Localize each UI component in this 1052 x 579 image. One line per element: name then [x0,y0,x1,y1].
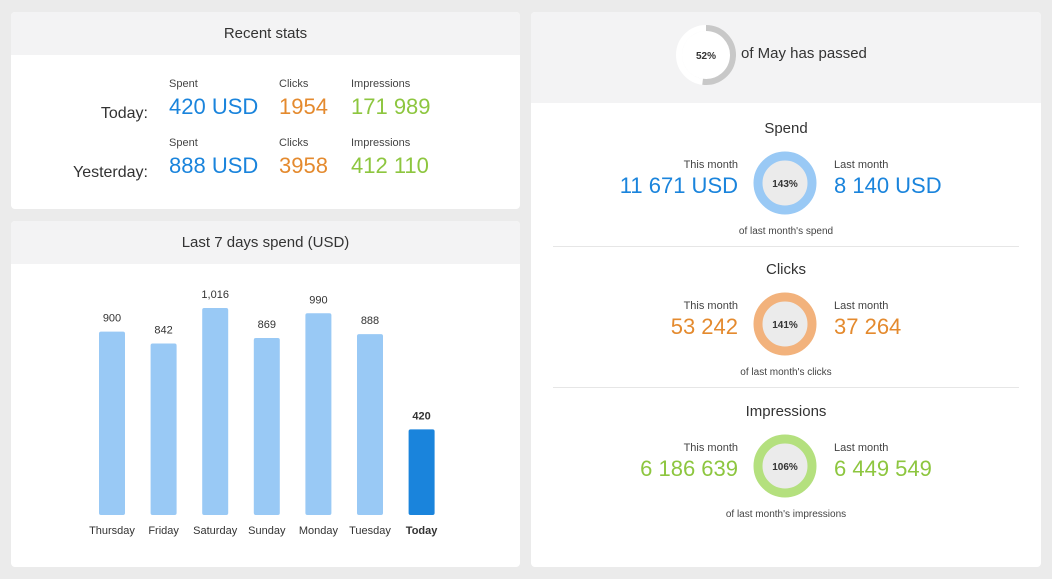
yesterday-clicks-caption: Clicks [279,137,309,149]
impressions-last-month-caption: Last month [834,442,889,454]
today-impressions-value: 171 989 [351,94,431,119]
category-label: Saturday [193,525,238,537]
yesterday-spent-value: 888 USD [169,153,259,178]
month-progress-text: of May has passed [741,45,867,62]
today-spent-value: 420 USD [169,94,259,119]
yesterday-label: Yesterday: [72,164,148,181]
bar-monday [305,313,332,515]
recent-stats-title: Recent stats [11,12,520,55]
clicks-section: Clicks This month 53 242 Last month 37 2… [531,261,1041,389]
spend-this-month-caption: This month [683,159,738,171]
yesterday-clicks: Clicks 3958 [279,136,328,180]
bar-today [408,429,435,515]
impressions-ratio-donut: 106% [753,434,817,498]
bar-value-label: 869 [258,319,276,331]
category-label: Monday [299,525,339,537]
clicks-title: Clicks [766,261,806,278]
impressions-ratio-percent: 106% [772,462,798,473]
bar-value-label: 420 [412,410,430,422]
bar-sunday [253,337,280,515]
month-progress-header: 52% of May has passed [531,12,1041,103]
bar-saturday [202,308,229,515]
bar-value-label: 900 [103,313,121,325]
yesterday-impressions: Impressions 412 110 [351,136,429,180]
today-clicks-caption: Clicks [279,78,309,90]
bar-value-label: 990 [309,294,327,306]
impressions-last-month-value: 6 449 549 [834,456,932,481]
category-label: Thursday [89,525,135,537]
today-spent-caption: Spent [169,78,198,90]
category-label: Today [406,525,438,537]
month-progress-arc [702,25,736,85]
spend-ratio-ring [753,151,817,215]
today-impressions-caption: Impressions [351,78,411,90]
clicks-last-month-value: 37 264 [834,314,902,339]
yesterday-spent: Spent 888 USD [169,136,258,180]
category-label: Tuesday [349,525,391,537]
category-label: Sunday [248,525,286,537]
yesterday-row: Yesterday: Spent 888 USD Clicks 3958 Imp… [11,136,520,186]
impressions-this-month-caption: This month [683,442,738,454]
bar-value-label: 842 [154,324,172,336]
month-progress-donut: 52% [676,25,736,85]
impressions-subtitle: of last month's impressions [725,509,847,520]
spend-subtitle: of last month's spend [738,226,834,237]
weekly-spend-title: Last 7 days spend (USD) [11,221,520,264]
yesterday-impressions-caption: Impressions [351,137,411,149]
bar-value-label: 1,016 [201,289,229,301]
clicks-this-month-value: 53 242 [670,314,738,339]
spend-this-month-value: 11 671 USD [619,173,738,198]
spend-last-month-value: 8 140 USD [834,173,942,198]
bar-value-label: 888 [361,315,379,327]
today-impressions: Impressions 171 989 [351,77,431,121]
bar-thursday [99,331,125,515]
section-divider [553,387,1019,388]
bar-tuesday [357,334,383,515]
today-label: Today: [100,105,148,122]
month-progress-percent: 52% [696,51,716,62]
impressions-section: Impressions This month 6 186 639 Last mo… [531,403,1041,531]
clicks-ratio-ring [753,292,817,356]
yesterday-clicks-value: 3958 [279,153,328,178]
spend-title: Spend [764,120,808,137]
impressions-title: Impressions [745,403,827,420]
impressions-this-month-value: 6 186 639 [640,456,738,481]
monthly-overview-card: 52% of May has passed Spend This month 1… [531,12,1041,567]
spend-ratio-percent: 143% [772,179,798,190]
today-clicks: Clicks 1954 [279,77,328,121]
clicks-subtitle: of last month's clicks [740,367,832,378]
today-row: Today: Spent 420 USD Clicks 1954 Impress… [11,77,520,127]
weekly-spend-card: Last 7 days spend (USD) 900 Thursday 842 Fr… [11,221,520,567]
recent-stats-card: Recent stats Today: Spent 420 USD Clicks… [11,12,520,209]
weekly-spend-chart: 900 Thursday 842 Friday 1,016 Saturday 869 Sund… [89,289,438,537]
spend-section: Spend This month 11 671 USD Last month 8… [531,120,1041,248]
today-spent: Spent 420 USD [169,77,258,121]
section-divider [553,246,1019,247]
spend-last-month-caption: Last month [834,159,889,171]
clicks-this-month-caption: This month [683,300,738,312]
bar-friday [150,343,177,515]
clicks-ratio-percent: 141% [772,320,798,331]
spend-ratio-donut: 143% [753,151,817,215]
clicks-ratio-donut: 141% [753,292,817,356]
yesterday-impressions-value: 412 110 [351,153,429,178]
clicks-last-month-caption: Last month [834,300,889,312]
impressions-ratio-ring [753,434,817,498]
category-label: Friday [148,525,179,537]
yesterday-spent-caption: Spent [169,137,198,149]
today-clicks-value: 1954 [279,94,328,119]
